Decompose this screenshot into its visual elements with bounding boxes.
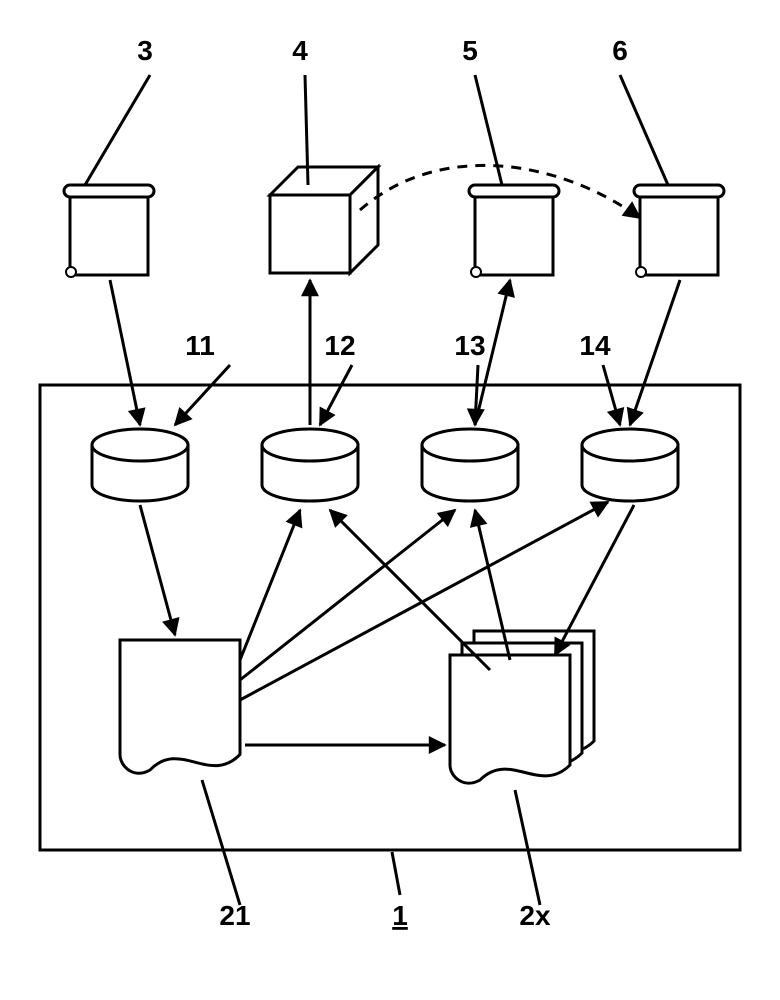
document-stack-2x bbox=[450, 631, 594, 783]
cylinder-14 bbox=[582, 429, 678, 501]
arrow bbox=[202, 780, 240, 905]
arrow bbox=[392, 852, 400, 895]
arrow bbox=[240, 510, 455, 680]
label-5: 5 bbox=[462, 35, 478, 66]
arrow bbox=[320, 365, 352, 425]
label-13: 13 bbox=[454, 330, 485, 361]
arrow bbox=[175, 365, 230, 425]
label-14: 14 bbox=[579, 330, 611, 361]
arrow bbox=[620, 75, 668, 185]
document-21 bbox=[120, 640, 240, 773]
arrow bbox=[475, 75, 502, 185]
cylinder-11 bbox=[92, 429, 188, 501]
cylinder-13 bbox=[422, 429, 518, 501]
label-4: 4 bbox=[292, 35, 308, 66]
rollshade-3 bbox=[64, 185, 154, 277]
label-21: 21 bbox=[219, 900, 250, 931]
label-2x: 2x bbox=[519, 900, 551, 931]
label-12: 12 bbox=[324, 330, 355, 361]
arrow bbox=[140, 505, 175, 635]
label-1: 1 bbox=[392, 900, 408, 931]
arrow bbox=[240, 510, 300, 660]
arrow bbox=[85, 75, 150, 185]
arrow bbox=[110, 280, 140, 425]
arrow bbox=[515, 790, 540, 905]
label-6: 6 bbox=[612, 35, 628, 66]
label-3: 3 bbox=[137, 35, 153, 66]
arrow bbox=[603, 365, 620, 425]
rollshade-6 bbox=[634, 185, 724, 277]
label-11: 11 bbox=[185, 330, 215, 361]
cube-4 bbox=[270, 167, 378, 273]
rollshade-5 bbox=[469, 185, 559, 277]
arrow bbox=[630, 280, 680, 425]
cylinder-12 bbox=[262, 429, 358, 501]
